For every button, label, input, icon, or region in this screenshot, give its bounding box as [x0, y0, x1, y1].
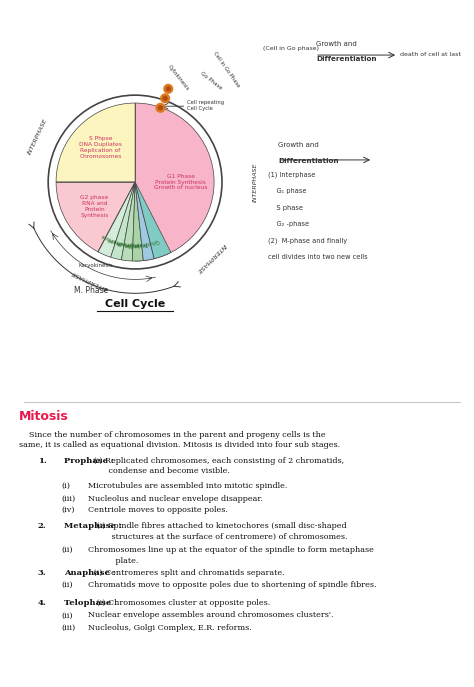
Text: Differentiation: Differentiation [316, 56, 377, 62]
Circle shape [158, 106, 163, 110]
Circle shape [164, 85, 173, 93]
Text: (iii): (iii) [62, 495, 76, 503]
Text: Nuclear envelope assembles around chromosomes clusters'.: Nuclear envelope assembles around chromo… [88, 611, 333, 620]
Wedge shape [56, 182, 135, 252]
Text: Cytokinesis: Cytokinesis [167, 64, 190, 91]
Text: Karyokinesis: Karyokinesis [78, 264, 113, 269]
Text: Nucleolus and nuclear envelope disappear.: Nucleolus and nuclear envelope disappear… [88, 495, 263, 503]
Wedge shape [135, 103, 214, 261]
Text: Cytokinese: Cytokinese [132, 238, 160, 247]
Wedge shape [135, 182, 154, 260]
Text: (i) Replicated chromosomes, each consisting of 2 chromatids,
       condense and: (i) Replicated chromosomes, each consist… [91, 457, 345, 475]
Text: Metaphase: Metaphase [107, 236, 134, 247]
Text: G₁ phase: G₁ phase [268, 188, 307, 194]
Text: 4.: 4. [38, 599, 46, 607]
Text: INTERPHASE: INTERPHASE [27, 117, 48, 155]
Text: Chromatids move to opposite poles due to shortening of spindle fibres.: Chromatids move to opposite poles due to… [88, 581, 376, 589]
Text: death of cell at last: death of cell at last [400, 52, 461, 56]
Text: (i) Chromosomes cluster at opposite poles.: (i) Chromosomes cluster at opposite pole… [94, 599, 270, 607]
Text: Telophase: Telophase [125, 240, 149, 247]
Text: Metaphase :: Metaphase : [64, 522, 122, 530]
Text: Anaphase: Anaphase [116, 240, 141, 247]
Wedge shape [110, 182, 135, 260]
Circle shape [166, 87, 170, 91]
Text: M. Phase: M. Phase [74, 286, 109, 295]
Text: G₂ -phase: G₂ -phase [268, 221, 309, 227]
Text: Anaphase :: Anaphase : [64, 569, 116, 577]
Text: Growth and: Growth and [316, 41, 357, 47]
Wedge shape [56, 103, 135, 182]
Text: Centriole moves to opposite poles.: Centriole moves to opposite poles. [88, 506, 228, 515]
Text: (iii): (iii) [62, 624, 76, 632]
Text: (Cell in Go phase): (Cell in Go phase) [263, 46, 319, 51]
Text: (i): (i) [62, 482, 71, 491]
Text: (iv): (iv) [62, 506, 75, 515]
Wedge shape [135, 182, 171, 259]
Text: 1.: 1. [38, 457, 46, 465]
Text: Cell repeating
Cell Cycle: Cell repeating Cell Cycle [187, 100, 224, 111]
Text: INTERPHASE: INTERPHASE [71, 269, 109, 290]
Text: S phase: S phase [268, 205, 303, 211]
Text: Differentiation: Differentiation [278, 158, 339, 164]
Text: (i) Centromeres split and chromatids separate.: (i) Centromeres split and chromatids sep… [91, 569, 285, 577]
Text: Prophase: Prophase [100, 232, 122, 245]
Text: cell divides into two new cells: cell divides into two new cells [268, 254, 368, 260]
Text: (1) Interphase: (1) Interphase [268, 172, 315, 179]
Text: G2 phase
RNA and
Protein
Synthesis: G2 phase RNA and Protein Synthesis [80, 195, 109, 218]
Text: (2)  M-phase and finally: (2) M-phase and finally [268, 238, 347, 245]
Text: Go Phase: Go Phase [200, 71, 223, 91]
Circle shape [163, 96, 167, 100]
Text: Growth and: Growth and [278, 142, 319, 148]
Text: Microtubules are assembled into mitotic spindle.: Microtubules are assembled into mitotic … [88, 482, 287, 491]
Text: Telophase :: Telophase : [64, 599, 117, 607]
Wedge shape [121, 182, 135, 261]
Text: (ii): (ii) [62, 611, 73, 620]
Text: Chromosomes line up at the equator of the spindle to form metaphase
           p: Chromosomes line up at the equator of th… [88, 546, 374, 565]
Text: Nucleolus, Golgi Complex, E.R. reforms.: Nucleolus, Golgi Complex, E.R. reforms. [88, 624, 251, 632]
Text: (i) Spindle fibres attached to kinetochores (small disc-shaped
       structures: (i) Spindle fibres attached to kinetocho… [94, 522, 347, 541]
Text: 3.: 3. [38, 569, 46, 577]
Text: (ii): (ii) [62, 581, 73, 589]
Text: INTERPHASE: INTERPHASE [253, 162, 257, 202]
Wedge shape [98, 182, 135, 257]
Circle shape [161, 94, 170, 102]
Text: Prophase :: Prophase : [64, 457, 114, 465]
Text: Cell Cycle: Cell Cycle [105, 300, 165, 309]
Text: INTERPHASE: INTERPHASE [195, 243, 227, 274]
Text: Mitosis: Mitosis [19, 410, 69, 423]
Text: S Phpse
DNA Dupliates
Replication of
Chromosomes: S Phpse DNA Dupliates Replication of Chr… [79, 136, 122, 159]
Text: 2.: 2. [38, 522, 46, 530]
Text: G1 Phase
Protein Synthesis
Growth of nucleus: G1 Phase Protein Synthesis Growth of nuc… [154, 174, 208, 190]
Text: Since the number of chromosomes in the parent and progeny cells is the
same, it : Since the number of chromosomes in the p… [19, 431, 340, 449]
Text: Cell in Go Phase: Cell in Go Phase [212, 51, 241, 89]
Wedge shape [132, 182, 143, 261]
Text: (ii): (ii) [62, 546, 73, 554]
Circle shape [156, 104, 165, 112]
